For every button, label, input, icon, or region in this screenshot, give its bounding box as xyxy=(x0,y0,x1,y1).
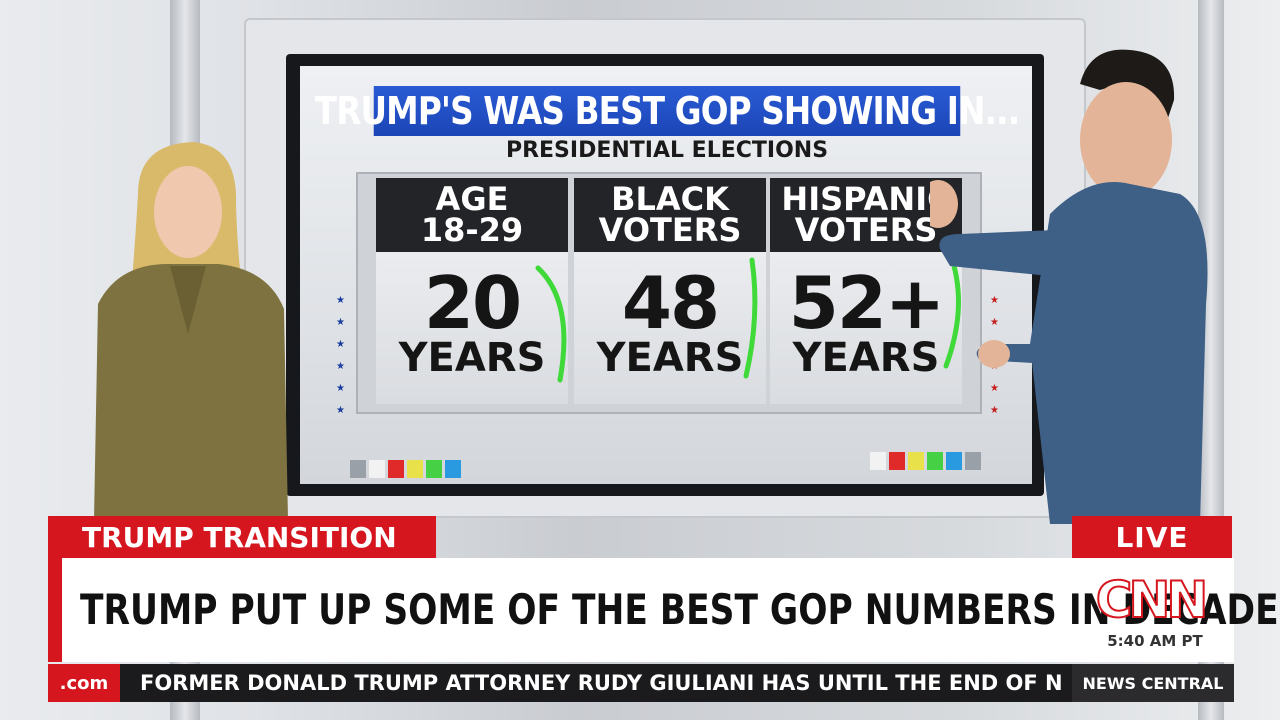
stat-column-header: AGE 18-29 xyxy=(376,178,568,252)
telestrator-mark-3 xyxy=(943,263,961,369)
program-name: NEWS CENTRAL xyxy=(1072,664,1234,702)
ticker-tag: .com xyxy=(48,664,120,702)
cnn-logo: CNN xyxy=(1095,570,1209,630)
headline-bar xyxy=(48,558,1234,662)
telestrator-mark-2 xyxy=(743,257,758,379)
stat-column-black-voters[interactable]: BLACK VOTERS 48 YEARS xyxy=(574,178,766,404)
stat-unit: YEARS xyxy=(596,335,744,381)
presenter-man xyxy=(930,49,1208,524)
color-swatches-right[interactable] xyxy=(870,452,981,470)
stat-unit: YEARS xyxy=(792,335,940,381)
graphic-subtitle: PRESIDENTIAL ELECTIONS xyxy=(505,137,829,163)
section-label: TRUMP TRANSITION xyxy=(48,516,436,558)
news-ticker xyxy=(48,664,1234,702)
stat-number: 20 xyxy=(423,261,522,345)
headline-bar-accent xyxy=(48,558,62,662)
telestrator-mark-1 xyxy=(535,265,567,383)
graphic-title: TRUMP'S WAS BEST GOP SHOWING IN... xyxy=(315,86,1020,136)
stat-column-header: BLACK VOTERS xyxy=(574,178,766,252)
presenter-woman xyxy=(94,142,288,520)
stat-unit: YEARS xyxy=(398,335,546,381)
stat-column-hispanic-voters[interactable]: HISPANIC VOTERS 52+ YEARS xyxy=(770,178,962,404)
broadcast-time: 5:40 AM PT xyxy=(1107,632,1203,650)
stat-column-age[interactable]: AGE 18-29 20 YEARS xyxy=(376,178,568,404)
color-swatches-left[interactable] xyxy=(350,460,461,478)
stat-number: 48 xyxy=(621,261,720,345)
stat-number: 52+ xyxy=(788,261,946,345)
ticker-text: FORMER DONALD TRUMP ATTORNEY RUDY GIULIA… xyxy=(140,671,1063,695)
headline-text: TRUMP PUT UP SOME OF THE BEST GOP NUMBER… xyxy=(80,585,1280,634)
star-column-left: ★ ★ ★ ★ ★ ★ xyxy=(336,295,345,416)
live-badge: LIVE xyxy=(1072,516,1232,558)
